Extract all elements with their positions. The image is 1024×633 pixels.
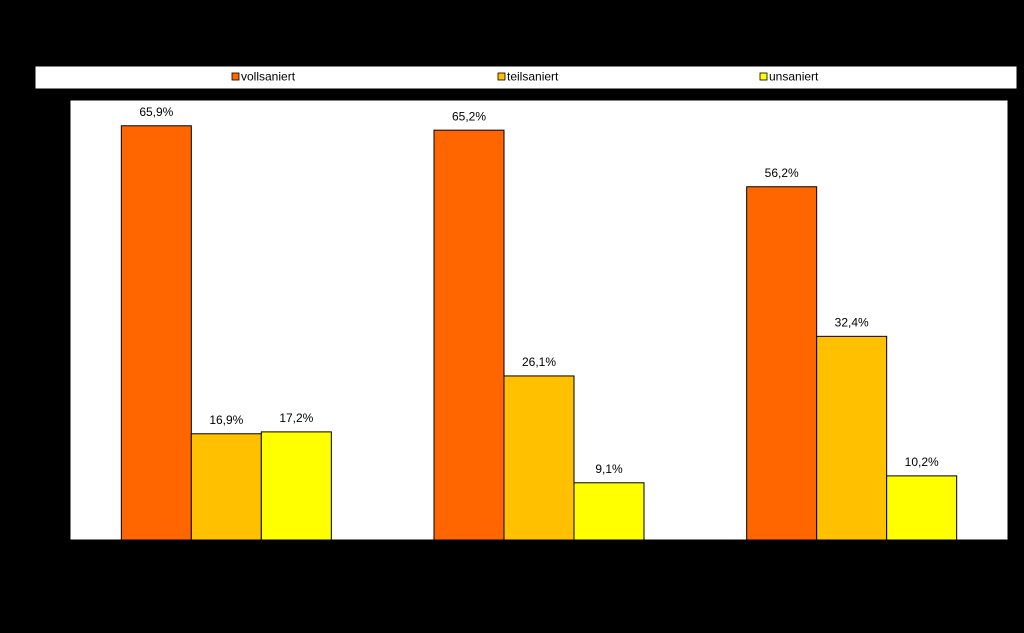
bar	[260, 431, 332, 541]
value-label: 10,2%	[905, 455, 939, 469]
legend-label: unsaniert	[769, 70, 819, 84]
legend-swatch	[497, 72, 506, 81]
bar	[886, 475, 958, 541]
bar	[746, 186, 818, 541]
value-label: 56,2%	[765, 166, 799, 180]
value-label: 16,9%	[209, 413, 243, 427]
bar	[120, 125, 192, 541]
bar	[433, 129, 505, 541]
legend-swatch	[231, 72, 240, 81]
bar	[190, 433, 262, 541]
value-label: 26,1%	[522, 355, 556, 369]
value-label: 17,2%	[279, 411, 313, 425]
value-label: 65,9%	[139, 105, 173, 119]
bar	[816, 335, 888, 541]
bar	[573, 482, 645, 541]
bar	[503, 375, 575, 541]
legend-label: vollsaniert	[241, 70, 296, 84]
value-label: 65,2%	[452, 109, 486, 123]
legend-swatch	[759, 72, 768, 81]
value-label: 9,1%	[595, 462, 623, 476]
legend-box	[34, 65, 1018, 90]
legend-label: teilsaniert	[507, 70, 559, 84]
value-label: 32,4%	[835, 316, 869, 330]
